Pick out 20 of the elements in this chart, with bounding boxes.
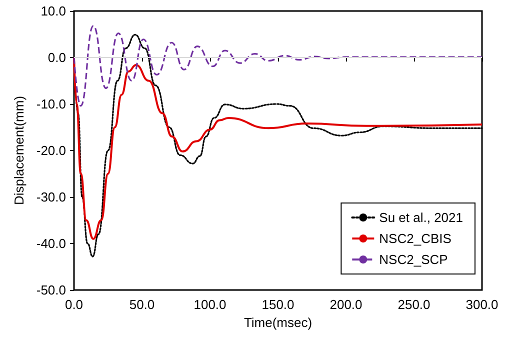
x-axis-title: Time(msec)	[244, 314, 312, 330]
x-tick-label: 0.0	[64, 297, 84, 312]
legend-label: NSC2_CBIS	[379, 231, 452, 246]
legend-label: Su et al., 2021	[379, 210, 464, 225]
x-tick-label: 300.0	[466, 297, 498, 312]
x-tick-label: 150.0	[262, 297, 294, 312]
y-axis-title: Displacement(mm)	[11, 96, 26, 206]
y-tick-label: 10.0	[40, 4, 66, 18]
x-tick-label: 200.0	[330, 297, 362, 312]
line-series	[73, 25, 483, 107]
x-tick-label: 100.0	[194, 297, 226, 312]
y-tick-label: -10.0	[36, 96, 66, 112]
x-tick-label: 250.0	[398, 297, 430, 312]
y-tick-label: -30.0	[36, 190, 66, 204]
y-tick-label: -50.0	[36, 282, 66, 298]
x-tick-label: 50.0	[129, 297, 155, 312]
y-tick-label: -20.0	[36, 143, 66, 158]
y-tick-label: -40.0	[36, 236, 66, 251]
legend-label: NSC2_SCP	[379, 252, 448, 267]
y-tick-label: 0.0	[48, 50, 66, 65]
